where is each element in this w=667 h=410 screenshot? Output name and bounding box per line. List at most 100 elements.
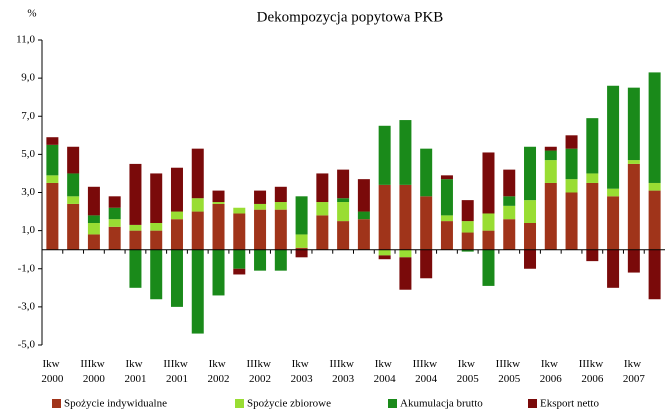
bar-segment [191,148,204,199]
bar-segment [108,226,121,250]
legend-swatch [52,399,61,408]
bar-segment [607,249,620,288]
y-tick-label: 7,0 [21,110,35,122]
bar-segment [316,215,329,250]
bar-segment [295,234,308,248]
bar-segment [461,232,474,250]
bar-segment [129,249,142,288]
bar-segment [316,202,329,216]
legend-swatch [388,399,397,408]
bar-segment [607,85,620,189]
x-tick-label: IIIkw 2001 [163,358,190,385]
legend-label: Spożycie indywidualne [64,398,167,410]
x-tick-label: IIIkw 2006 [579,358,606,385]
bar-segment [440,175,453,180]
bar-segment [420,196,433,250]
bar-segment [87,215,100,223]
y-tick-label: 11,0 [16,34,35,46]
legend-swatch [528,399,537,408]
legend-label: Spożycie zbiorowe [247,398,331,410]
bar-segment [627,249,640,273]
x-tick-label: Ikw 2005 [457,358,480,385]
bar-segment [627,160,640,164]
bar-segment [233,268,246,275]
y-tick-label: -1,0 [18,262,36,274]
bar-segment [607,196,620,250]
bar-segment [544,150,557,161]
bar-segment [503,205,516,220]
bar-segment [129,224,142,231]
bar-segment [420,148,433,197]
bar-segment [586,118,599,174]
bar-segment [87,234,100,250]
bar-segment [46,182,59,250]
y-tick-label: 9,0 [21,72,35,84]
bar-segment [108,219,121,227]
y-tick-label: 1,0 [21,224,35,236]
bar-segment [482,152,495,214]
bar-segment [233,249,246,269]
bar-segment [254,249,267,271]
bar-segment [337,221,350,250]
bar-segment [337,198,350,203]
bar-segment [378,184,391,250]
bar-segment [440,215,453,222]
x-tick-label: IIIkw 2003 [330,358,357,385]
bar-segment [607,188,620,197]
bar-segment [316,173,329,203]
x-tick-label: Ikw 2003 [291,358,314,385]
bar-segment [544,160,557,183]
bar-segment [399,257,412,290]
bar-segment [87,186,100,216]
y-tick-label: -5,0 [18,339,36,351]
bar-segment [274,209,287,250]
bar-segment [337,169,350,199]
bar-segment [108,207,121,220]
bar-segment [524,223,537,250]
bar-segment [191,198,204,212]
bar-segment [544,182,557,250]
x-tick-label: Ikw 2000 [41,358,64,385]
bar-segment [357,179,370,212]
bar-segment [295,196,308,235]
bar-segment [254,190,267,204]
bar-segment [648,249,661,300]
bar-segment [150,173,163,223]
bar-segment [399,249,412,258]
bar-segment [503,169,516,197]
bar-segment [129,230,142,250]
legend-label: Eksport netto [540,398,599,410]
bar-segment [461,249,474,252]
y-tick-label: 5,0 [21,148,35,160]
bar-segment [378,249,391,256]
bar-segment [378,255,391,260]
y-tick-label: 3,0 [21,186,35,198]
bar-segment [212,249,225,296]
bar-segment [274,249,287,271]
x-tick-label: IIIkw 2004 [413,358,440,385]
bar-segment [586,249,599,262]
bar-segment [46,144,59,176]
bar-segment [524,146,537,201]
bar-segment [461,200,474,222]
bar-segment [274,186,287,203]
bar-segment [46,137,59,145]
bar-segment [565,148,578,180]
bar-segment [420,249,433,279]
bar-segment [399,120,412,185]
bar-segment [357,211,370,220]
bar-segment [233,213,246,250]
bar-segment [212,190,225,203]
bar-segment [170,249,183,307]
bar-segment [87,223,100,235]
bar-segment [212,203,225,250]
bar-segment [524,200,537,223]
x-tick-label: Ikw 2004 [374,358,397,385]
bar-segment [170,167,183,212]
bar-segment [440,179,453,216]
x-tick-label: Ikw 2001 [124,358,146,385]
bar-segment [544,146,557,151]
bar-segment [503,219,516,250]
bar-segment [150,223,163,231]
